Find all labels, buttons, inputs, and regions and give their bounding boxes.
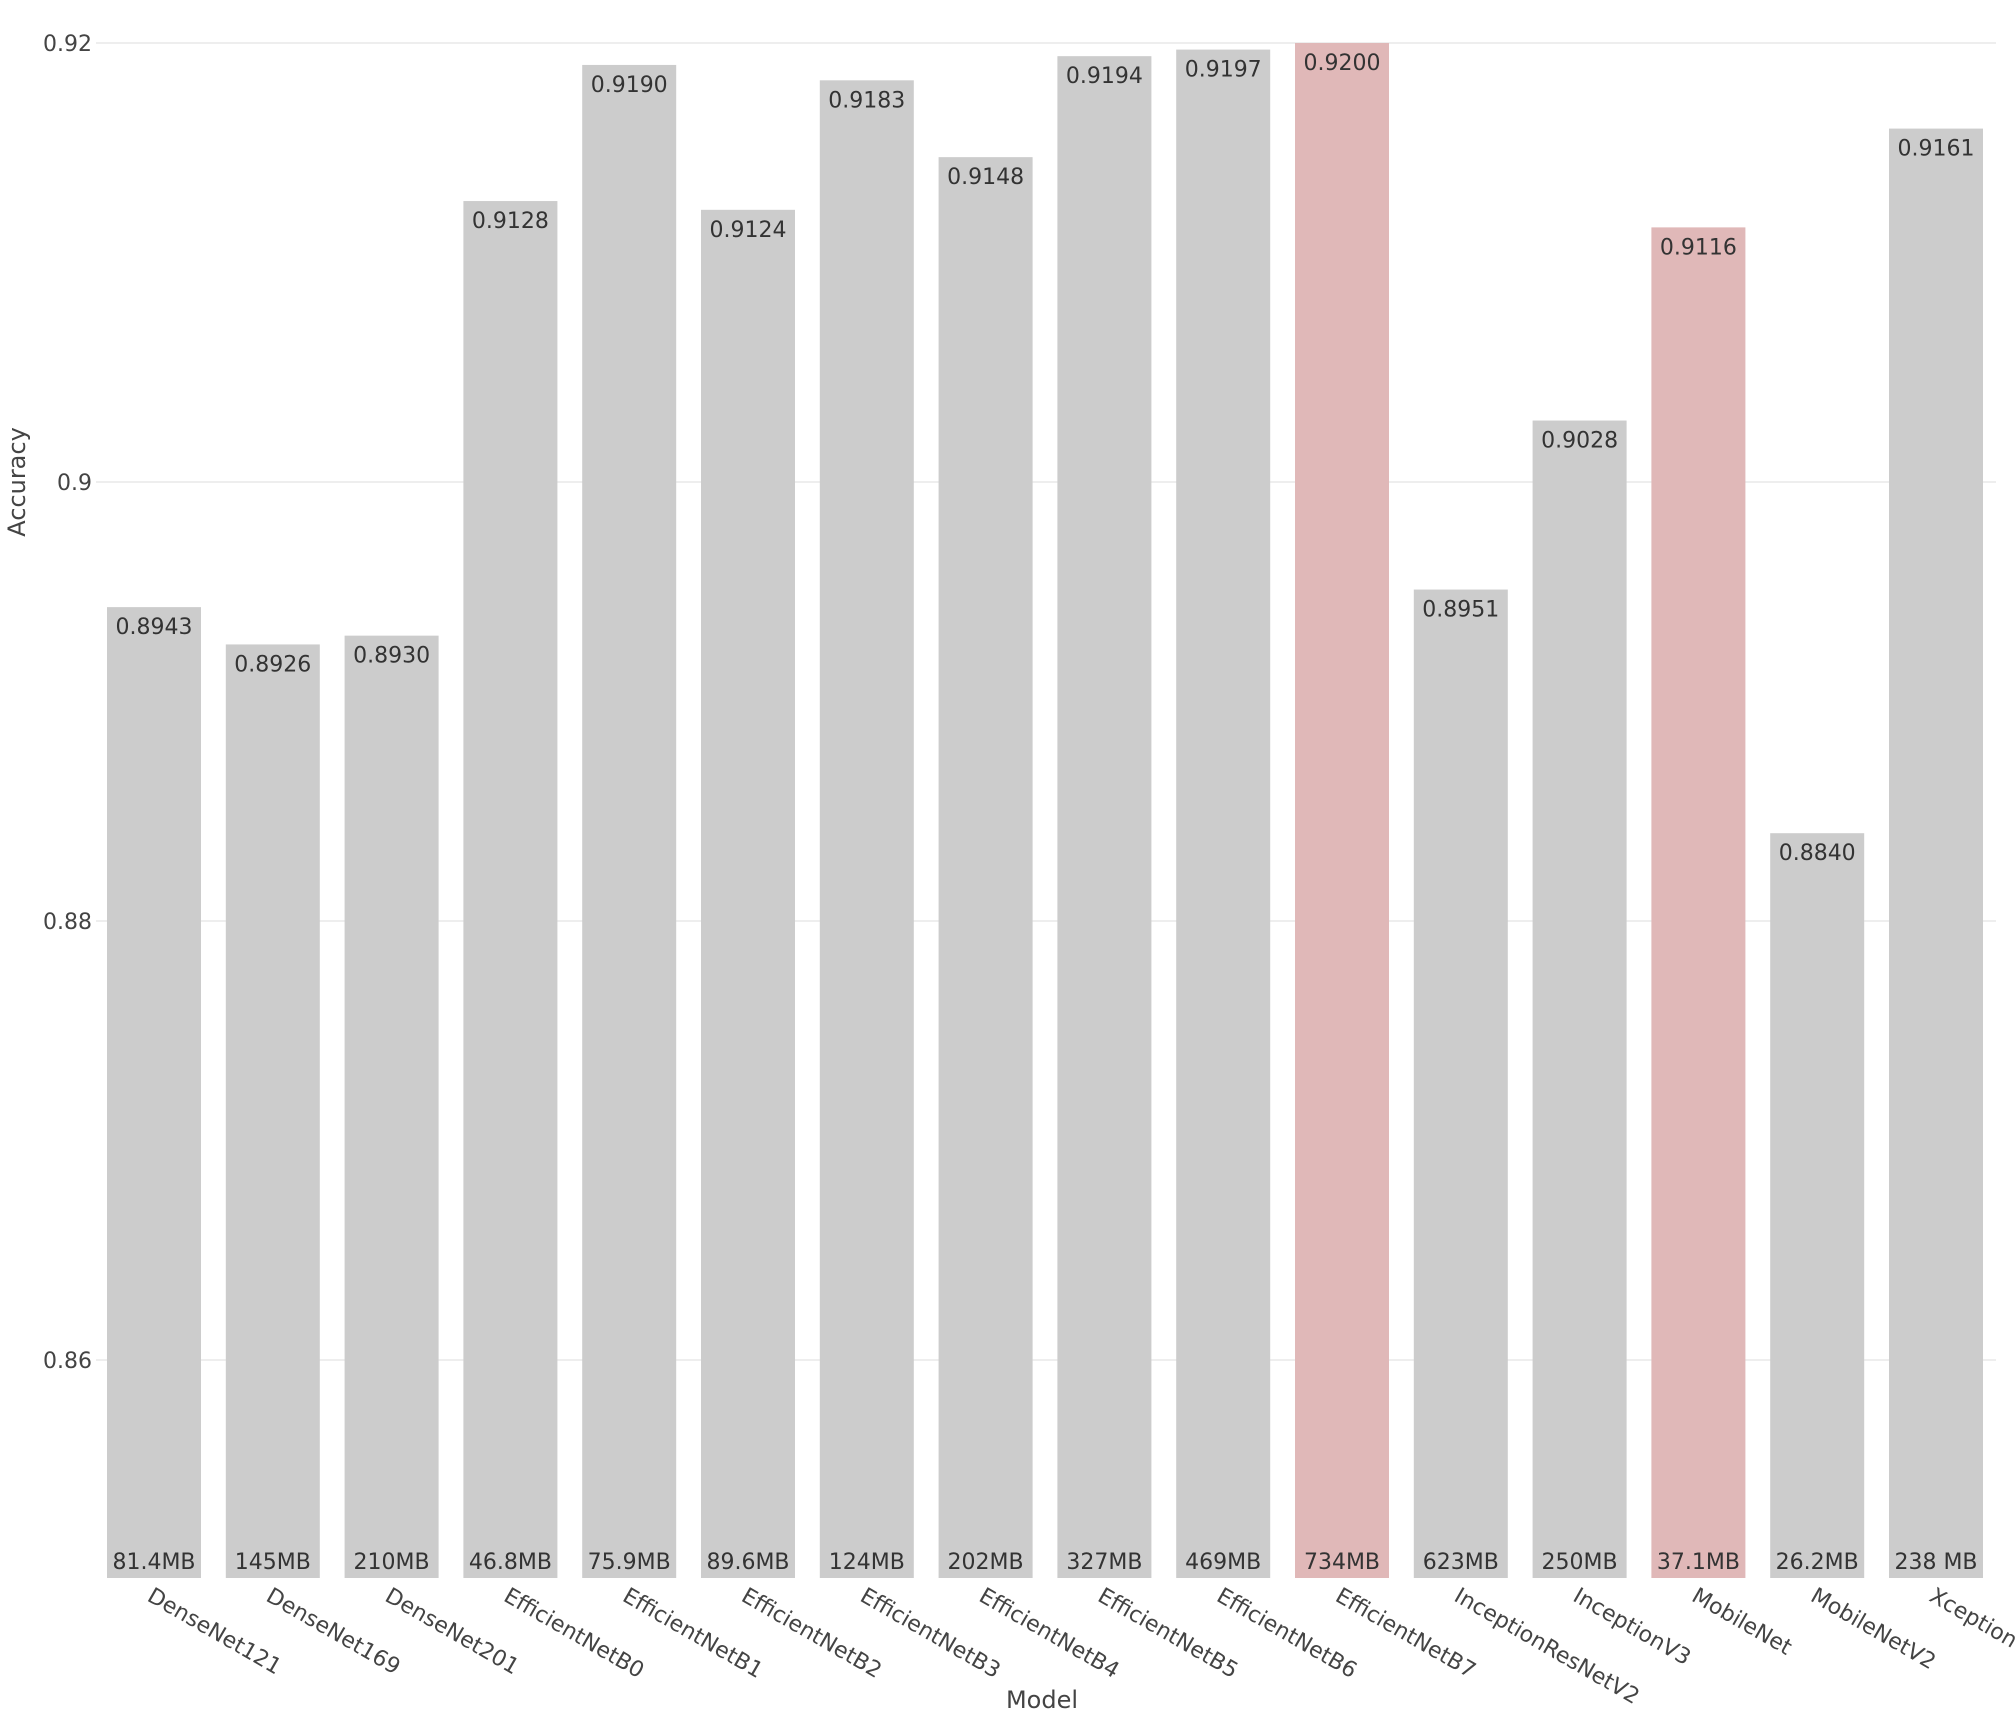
bar-size-label: 202MB <box>948 1550 1024 1575</box>
y-axis-title: Accuracy <box>3 427 31 537</box>
bar-value-label: 0.8930 <box>353 644 430 669</box>
bar-efficientnetb7 <box>1295 43 1389 1578</box>
bar-inceptionv3 <box>1532 420 1627 1578</box>
y-tick-label: 0.9 <box>57 471 92 496</box>
bar-mobilenetv2 <box>1770 833 1865 1578</box>
bar-size-label: 327MB <box>1066 1550 1142 1575</box>
bars: 0.8943 81.4MB 0.8926 145MB 0.8930 210MB 0.9128… <box>107 43 1983 1579</box>
bar-densenet121 <box>107 607 201 1578</box>
bar-size-label: 37.1MB <box>1657 1550 1740 1575</box>
x-tick-label: MobileNetV2 <box>1806 1584 1940 1676</box>
bar-size-label: 250MB <box>1542 1550 1618 1575</box>
bar-size-label: 210MB <box>354 1550 430 1575</box>
x-tick-label: DenseNet169 <box>262 1584 404 1681</box>
bar-efficientnetb2 <box>701 209 795 1578</box>
bar-densenet201 <box>344 635 439 1578</box>
bar-size-label: 238 MB <box>1894 1550 1977 1575</box>
x-tick-label: MobileNet <box>1687 1584 1796 1661</box>
bar-size-label: 89.6MB <box>706 1550 789 1575</box>
bar-size-label: 145MB <box>235 1550 311 1575</box>
bar-size-label: 623MB <box>1423 1550 1499 1575</box>
bar-xception <box>1889 128 1983 1579</box>
bar-value-label: 0.9028 <box>1541 429 1618 454</box>
bar-value-label: 0.8943 <box>116 615 193 640</box>
bar-densenet169 <box>225 644 320 1578</box>
bar-mobilenet <box>1651 227 1746 1578</box>
bar-value-label: 0.9148 <box>947 165 1024 190</box>
bar-value-label: 0.8926 <box>234 652 311 677</box>
bar-size-label: 469MB <box>1185 1550 1261 1575</box>
bar-efficientnetb1 <box>582 64 677 1579</box>
bar-size-label: 734MB <box>1304 1550 1380 1575</box>
bar-size-label: 81.4MB <box>112 1550 195 1575</box>
bar-efficientnetb6 <box>1176 49 1271 1579</box>
bar-value-label: 0.9183 <box>828 88 905 113</box>
bar-value-label: 0.9124 <box>710 218 787 243</box>
bar-efficientnetb5 <box>1057 56 1152 1578</box>
bar-value-label: 0.9116 <box>1660 235 1737 260</box>
bar-value-label: 0.9194 <box>1066 64 1143 89</box>
bar-value-label: 0.9190 <box>591 73 668 98</box>
y-axis-ticks: 0.86 0.88 0.9 0.92 <box>43 32 92 1374</box>
bar-value-label: 0.9200 <box>1304 51 1381 76</box>
y-tick-label: 0.92 <box>43 32 92 57</box>
bar-value-label: 0.9128 <box>472 209 549 234</box>
bar-value-label: 0.9197 <box>1185 58 1262 83</box>
bar-size-label: 75.9MB <box>588 1550 671 1575</box>
x-tick-label: DenseNet201 <box>381 1584 523 1681</box>
bar-value-label: 0.8951 <box>1422 598 1499 623</box>
bar-efficientnetb0 <box>463 201 558 1578</box>
bar-efficientnetb4 <box>938 157 1033 1578</box>
bar-size-label: 124MB <box>829 1550 905 1575</box>
bar-size-label: 26.2MB <box>1776 1550 1859 1575</box>
x-tick-label: DenseNet121 <box>143 1584 285 1681</box>
bar-inceptionresnetv2 <box>1413 589 1508 1578</box>
x-axis-title: Model <box>1006 1686 1078 1714</box>
bar-efficientnetb3 <box>819 80 914 1579</box>
y-tick-label: 0.86 <box>43 1349 92 1374</box>
bar-value-label: 0.9161 <box>1898 137 1975 162</box>
y-tick-label: 0.88 <box>43 910 92 935</box>
x-tick-label: Xception <box>1925 1584 2016 1654</box>
bar-value-label: 0.8840 <box>1779 841 1856 866</box>
bar-size-label: 46.8MB <box>469 1550 552 1575</box>
x-axis-ticks: DenseNet121DenseNet169DenseNet201Efficie… <box>143 1584 2016 1710</box>
